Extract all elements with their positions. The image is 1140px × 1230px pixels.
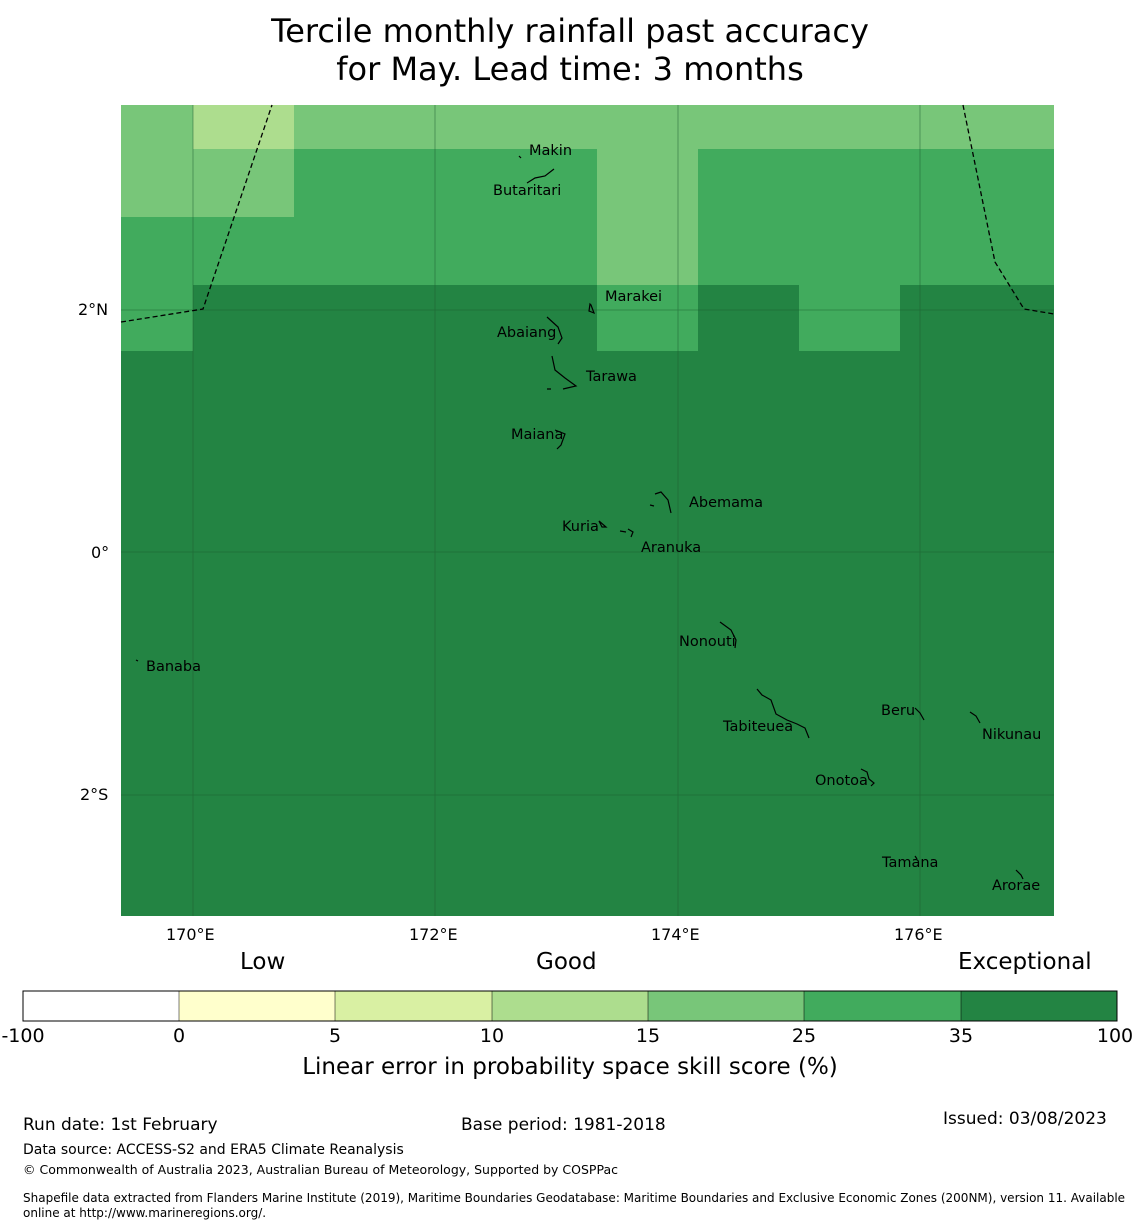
run-date: Run date: 1st February xyxy=(23,1115,218,1135)
colorbar xyxy=(22,990,1118,1022)
island-label-tamana: Tamana xyxy=(881,855,938,871)
island-label-abaiang: Abaiang xyxy=(497,325,556,341)
nikunau-outline xyxy=(969,711,981,724)
island-label-nonouti: Nonouti xyxy=(679,634,736,650)
abemama-outline xyxy=(649,491,672,514)
grid-cell xyxy=(920,105,1054,149)
x-tick-174e: 174°E xyxy=(651,925,700,944)
y-tick-2s: 2°S xyxy=(80,785,109,804)
skill-grid xyxy=(121,105,1054,916)
colorbar-value: 25 xyxy=(791,1025,817,1047)
grid-cell xyxy=(698,105,920,149)
colorbar-value: 15 xyxy=(635,1025,661,1047)
abaiang-outline xyxy=(546,316,563,345)
colorbar-value: 0 xyxy=(172,1025,186,1047)
island-label-abemama: Abemama xyxy=(689,495,763,511)
tabiteuea-outline xyxy=(756,688,810,739)
colorbar-value: 35 xyxy=(948,1025,974,1047)
shapefile-credit-line-1: Shapefile data extracted from Flanders M… xyxy=(23,1191,1126,1205)
grid-cell xyxy=(193,105,294,149)
colorbar-bin-neg100-0 xyxy=(23,991,179,1021)
colorbar-bin-0-5 xyxy=(179,991,335,1021)
aranuka-outline xyxy=(619,528,634,538)
colorbar-value: -100 xyxy=(1,1025,45,1047)
graticule xyxy=(121,105,1054,916)
tarawa-outline xyxy=(547,355,578,390)
eez-boundary-west xyxy=(120,104,273,323)
colorbar-bin-35-100 xyxy=(961,991,1117,1021)
island-label-kuria: Kuria xyxy=(562,519,599,535)
island-label-tabiteuea: Tabiteuea xyxy=(722,719,793,735)
base-period: Base period: 1981-2018 xyxy=(461,1115,666,1135)
y-tick-0: 0° xyxy=(91,543,110,562)
copyright: © Commonwealth of Australia 2023, Austra… xyxy=(23,1162,618,1177)
colorbar-frame xyxy=(22,990,1118,1022)
colorbar-bin-10-15 xyxy=(492,991,648,1021)
colorbar-bin-25-35 xyxy=(804,991,961,1021)
island-label-aranuka: Aranuka xyxy=(641,540,701,556)
banaba-outline xyxy=(135,659,139,662)
tamana-outline xyxy=(914,855,918,860)
colorbar-dividers xyxy=(178,991,962,1021)
colorbar-bin-5-10 xyxy=(335,991,492,1021)
colorbar-value: 100 xyxy=(1096,1025,1134,1047)
category-label-exceptional: Exceptional xyxy=(958,949,1092,975)
data-source: Data source: ACCESS-S2 and ERA5 Climate … xyxy=(23,1142,404,1158)
x-tick-170e: 170°E xyxy=(166,925,215,944)
y-tick-2n: 2°N xyxy=(78,300,109,319)
grid-cell xyxy=(799,285,900,351)
island-label-arorae: Arorae xyxy=(992,878,1040,894)
colorbar-bin-15-25 xyxy=(648,991,804,1021)
eez-boundary-east xyxy=(962,104,1055,315)
island-label-butaritari: Butaritari xyxy=(493,183,561,199)
nonouti-outline xyxy=(719,621,737,649)
x-tick-172e: 172°E xyxy=(409,925,458,944)
grid-cell xyxy=(121,285,193,351)
grid-cell xyxy=(597,149,698,285)
category-label-good: Good xyxy=(536,949,597,975)
x-tick-176e: 176°E xyxy=(894,925,943,944)
island-label-onotoa: Onotoa xyxy=(815,773,868,789)
makin-outline xyxy=(518,155,522,159)
colorbar-value: 10 xyxy=(479,1025,505,1047)
colorbar-value: 5 xyxy=(328,1025,342,1047)
marakei-outline xyxy=(588,302,596,315)
grid-cell xyxy=(597,285,698,351)
arorae-outline xyxy=(1015,869,1024,880)
chart-title-line-2: for May. Lead time: 3 months xyxy=(336,50,804,88)
island-label-beru: Beru xyxy=(881,703,915,719)
butaritari-outline xyxy=(526,168,555,184)
colorbar-title: Linear error in probability space skill … xyxy=(302,1054,838,1080)
kuria-outline xyxy=(598,520,608,528)
category-label-low: Low xyxy=(240,949,286,975)
onotoa-outline xyxy=(860,768,875,787)
island-label-tarawa: Tarawa xyxy=(585,369,637,385)
maiana-outline xyxy=(554,429,566,450)
chart-title-line-1: Tercile monthly rainfall past accuracy xyxy=(271,12,869,50)
island-label-maiana: Maiana xyxy=(511,427,563,443)
island-label-makin: Makin xyxy=(529,143,572,159)
island-label-marakei: Marakei xyxy=(605,289,662,305)
island-label-banaba: Banaba xyxy=(146,659,201,675)
shapefile-credit-line-2: online at http://www.marineregions.org/. xyxy=(23,1206,267,1220)
beru-outline xyxy=(914,707,925,721)
issued-date: Issued: 03/08/2023 xyxy=(943,1109,1107,1129)
island-outlines xyxy=(135,155,1024,880)
island-label-nikunau: Nikunau xyxy=(982,727,1041,743)
